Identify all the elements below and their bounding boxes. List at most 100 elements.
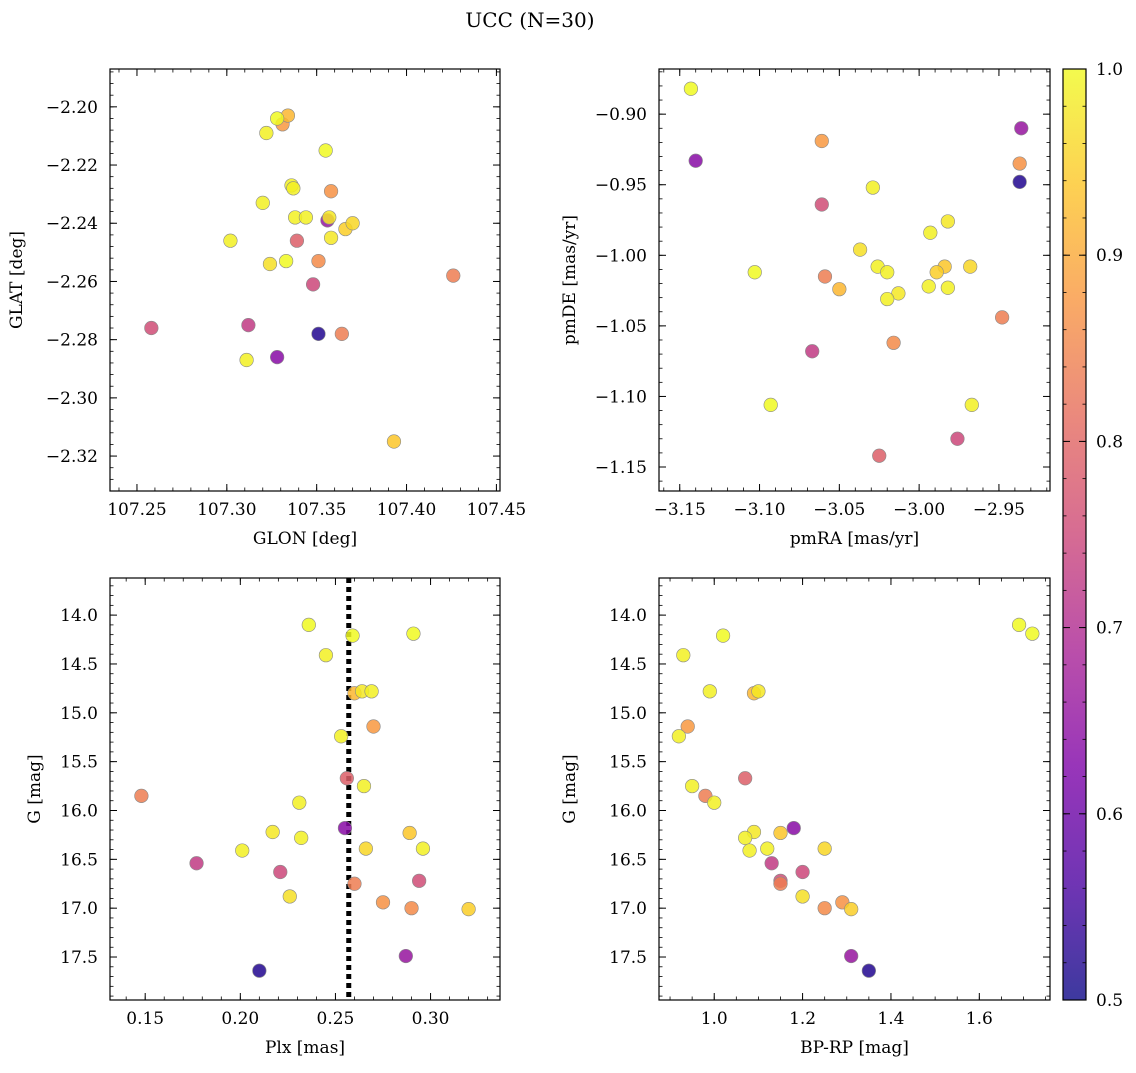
colorbar-gradient <box>1063 69 1086 1000</box>
data-point <box>366 719 381 734</box>
data-point <box>415 841 431 856</box>
data-point <box>364 684 379 699</box>
data-point <box>223 233 238 248</box>
y-tick-label: 16.0 <box>609 801 647 821</box>
y-tick-label: 15.5 <box>609 753 647 773</box>
data-point <box>702 684 717 699</box>
data-point <box>742 843 757 858</box>
y-tick-label: −2.26 <box>46 272 98 292</box>
data-point <box>412 873 427 888</box>
colorbar: 0.5 0.6 0.7 0.8 0.9 1.0 <box>1062 60 1123 1011</box>
x-tick-label: 0.20 <box>221 1009 259 1029</box>
y-axis-label: GLAT [deg] <box>7 231 27 329</box>
y-tick-label: −0.95 <box>595 176 647 196</box>
data-point <box>786 820 801 836</box>
minor-ticks <box>110 578 500 1000</box>
x-tick-label: 0.30 <box>412 1009 450 1029</box>
data-point <box>386 434 402 449</box>
data-point <box>262 256 278 272</box>
data-point <box>861 963 876 978</box>
data-point <box>995 310 1010 325</box>
data-point <box>298 210 313 225</box>
minor-ticks <box>659 69 1050 491</box>
major-ticks <box>659 69 1050 491</box>
data-point <box>844 948 859 964</box>
data-point <box>322 210 337 225</box>
data-point <box>144 320 159 336</box>
data-point <box>311 326 326 341</box>
x-tick-label: 1.0 <box>701 1009 728 1029</box>
data-point <box>402 825 417 841</box>
y-tick-label: 14.5 <box>609 655 647 675</box>
data-point <box>270 111 285 126</box>
data-point <box>289 233 305 248</box>
y-tick-label: −2.22 <box>46 156 98 176</box>
data-point <box>265 824 280 840</box>
y-tick-label: −2.32 <box>46 447 98 467</box>
x-tick-label: −3.10 <box>733 500 785 520</box>
y-tick-label: 16.0 <box>60 801 98 821</box>
data-point <box>446 268 461 283</box>
x-axis-label: BP-RP [mag] <box>800 1038 909 1058</box>
colorbar-tick-label: 1.0 <box>1096 60 1123 80</box>
data-point <box>738 830 753 845</box>
data-point <box>323 230 339 245</box>
data-point <box>685 778 700 794</box>
colorbar-frame <box>1062 68 1087 1001</box>
data-point <box>259 125 274 141</box>
data-point <box>763 397 778 413</box>
data-point <box>929 265 944 280</box>
panel-plx-g: 0.15 0.20 0.25 0.30 14.0 14.5 15.0 15.5 16.0 16.5… <box>25 577 501 1058</box>
data-point <box>817 901 832 916</box>
data-point <box>773 876 788 891</box>
data-point <box>814 197 829 212</box>
panels: 107.25 107.30 107.35 107.40 107.45 −2.20 −2.22… <box>7 68 1051 1058</box>
data-point <box>795 889 810 904</box>
x-tick-label: 0.25 <box>317 1009 355 1029</box>
major-ticks <box>110 69 500 491</box>
data-point <box>773 825 788 841</box>
y-tick-label: 17.5 <box>60 948 98 968</box>
data-point <box>337 820 353 836</box>
data-point <box>688 153 703 168</box>
data-point <box>707 795 722 810</box>
data-point <box>375 895 391 910</box>
y-tick-label: 15.5 <box>60 753 98 773</box>
data-point <box>865 180 880 195</box>
data-point <box>323 184 339 199</box>
data-point <box>817 841 832 856</box>
data-point <box>294 830 309 845</box>
data-point <box>347 876 362 891</box>
data-point <box>886 335 901 350</box>
data-point <box>760 841 775 856</box>
data-point <box>715 628 731 643</box>
x-tick-label: −3.00 <box>893 500 945 520</box>
data-point <box>1025 626 1040 641</box>
data-point <box>817 269 833 284</box>
data-point <box>872 448 887 463</box>
data-point <box>940 280 955 295</box>
colorbar-tick-label: 0.5 <box>1096 991 1123 1011</box>
data-point <box>356 778 372 794</box>
data-point <box>738 771 753 786</box>
data-point <box>252 963 267 978</box>
x-axis-label: Plx [mas] <box>265 1038 345 1058</box>
data-point <box>279 253 294 269</box>
data-point <box>880 265 895 280</box>
data-point <box>1012 156 1027 171</box>
y-tick-label: 17.5 <box>609 948 647 968</box>
data-point <box>880 291 895 307</box>
data-point <box>940 214 955 229</box>
x-tick-label: 1.2 <box>789 1009 816 1029</box>
y-tick-label: −1.05 <box>595 317 647 337</box>
data-point <box>795 864 810 880</box>
data-point <box>345 628 360 643</box>
data-point <box>671 729 686 744</box>
x-axis-label: pmRA [mas/yr] <box>790 529 919 549</box>
y-tick-label: −2.20 <box>46 98 98 118</box>
y-tick-label: 17.0 <box>60 899 98 919</box>
data-point <box>751 684 766 699</box>
data-point <box>398 948 413 964</box>
major-ticks <box>110 578 500 1000</box>
data-point <box>292 795 307 810</box>
